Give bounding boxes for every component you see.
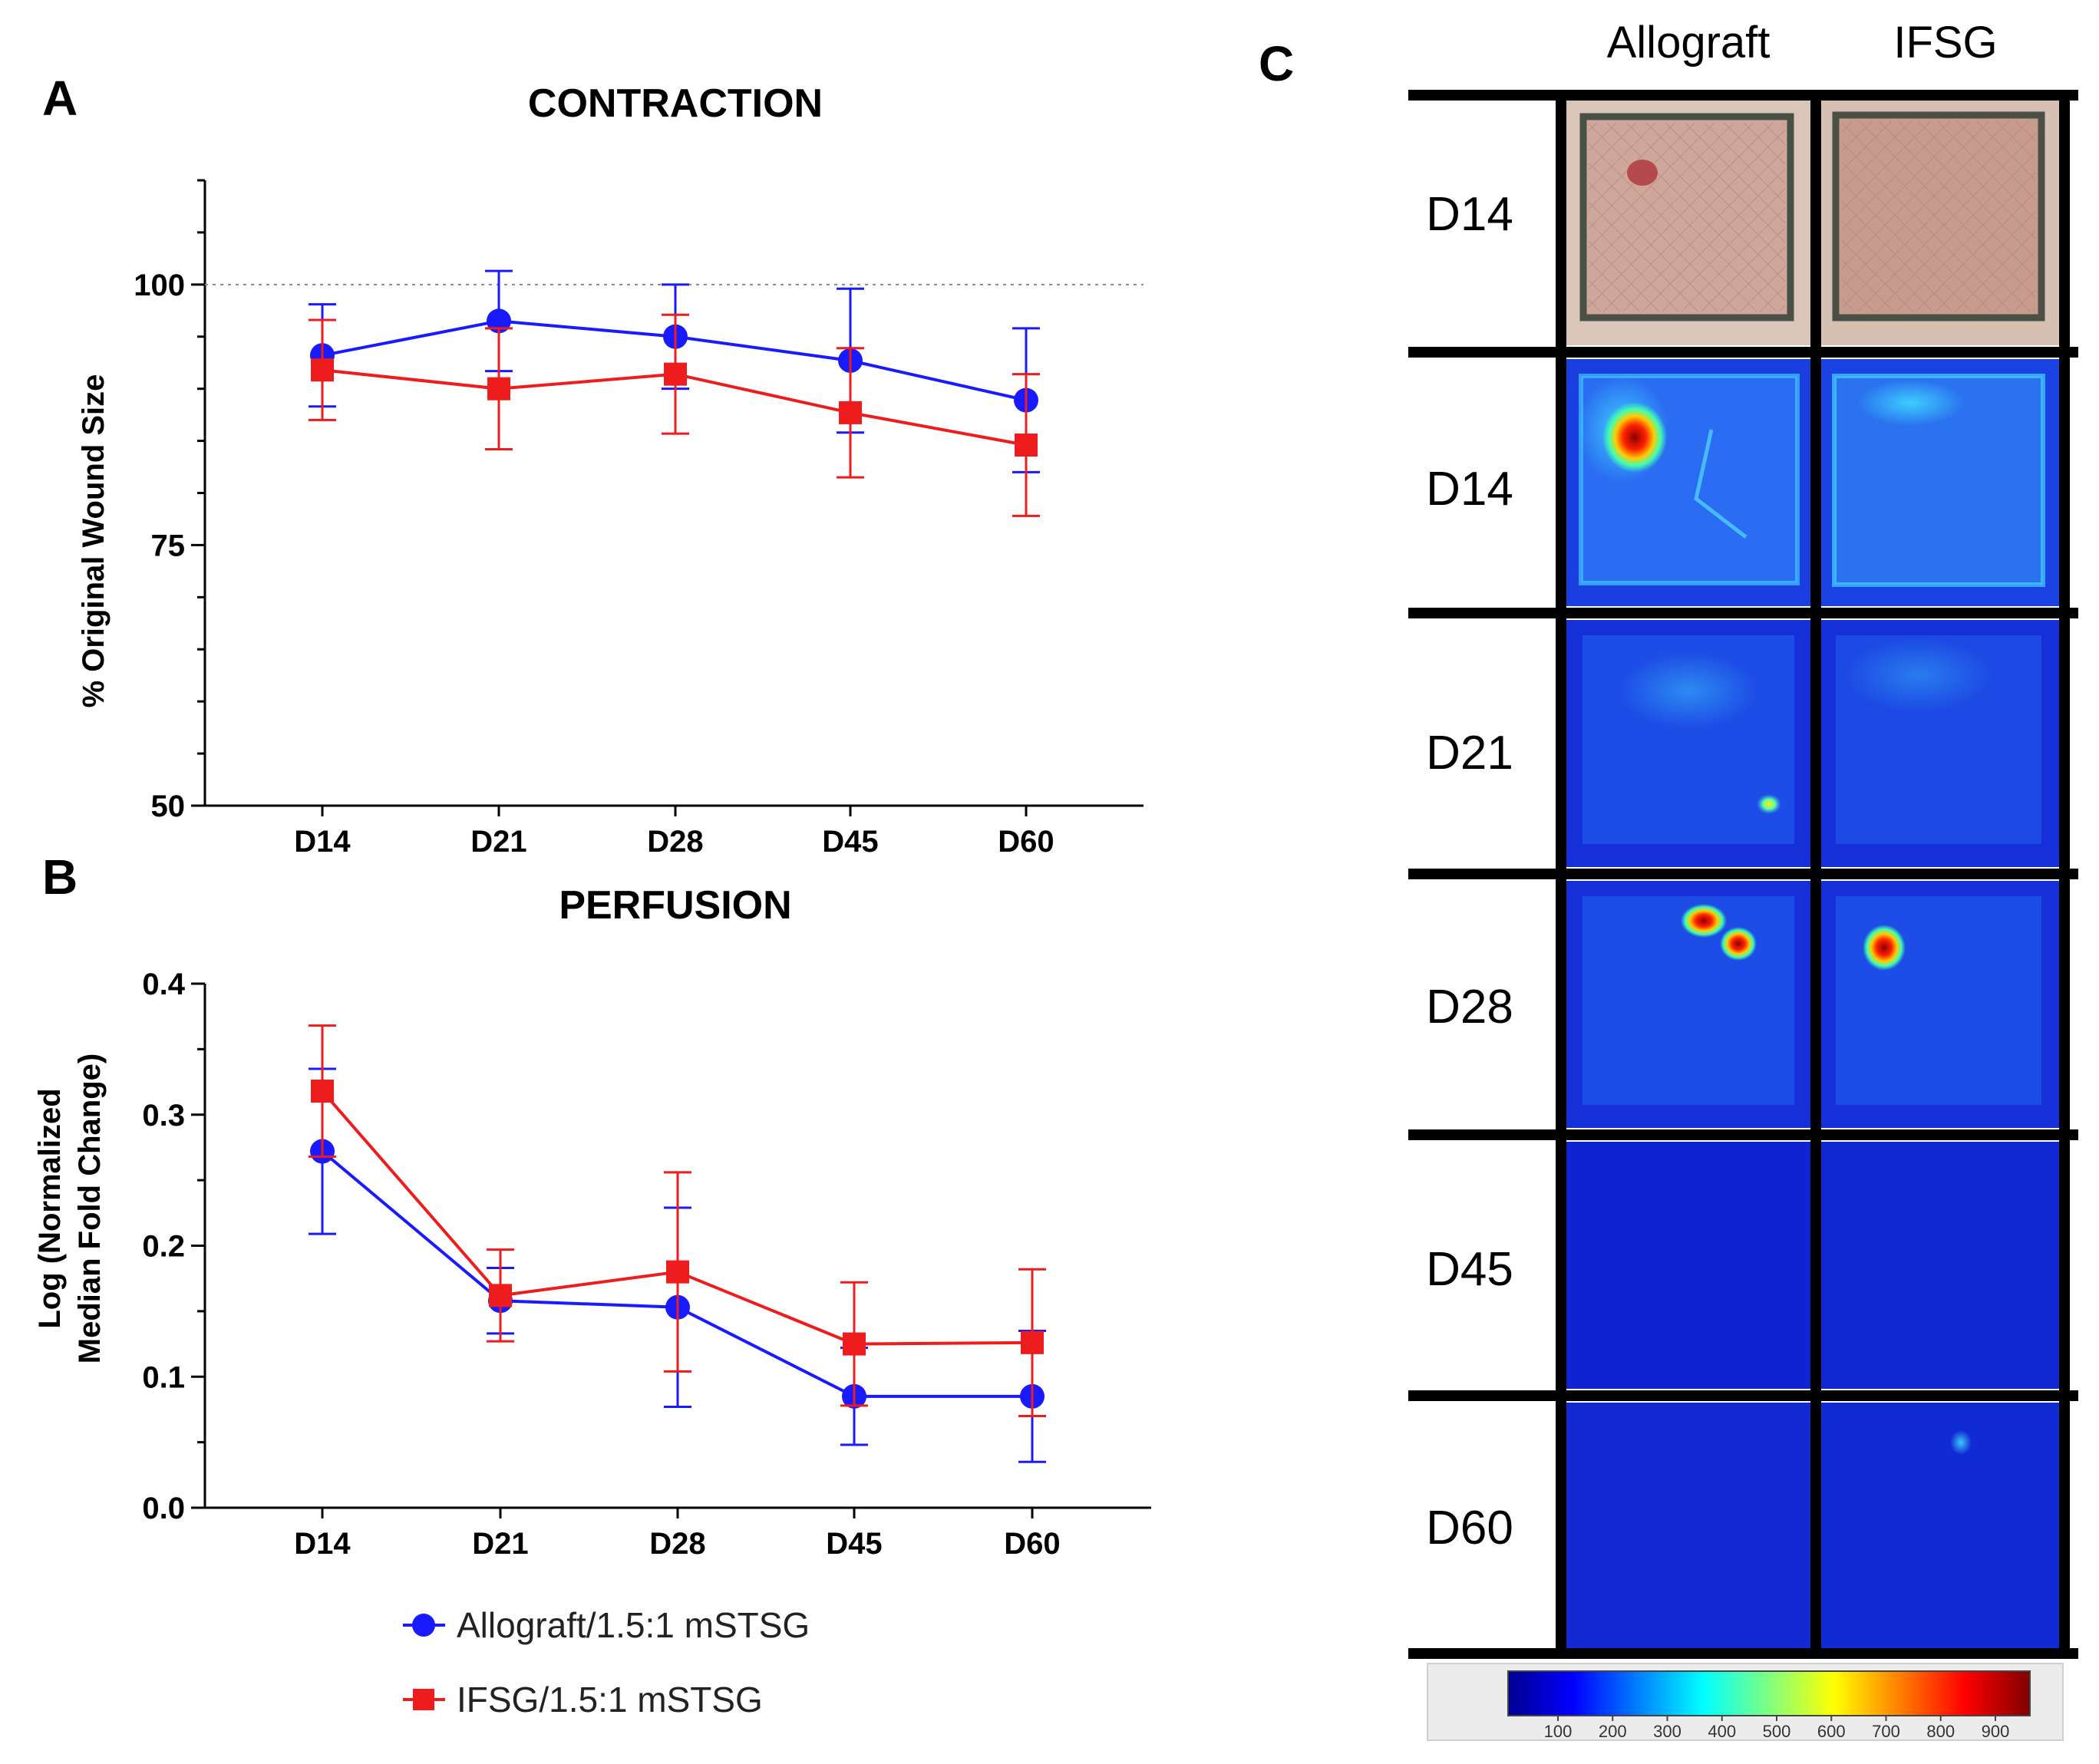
y-tick-label: 0.0 — [142, 1492, 185, 1525]
x-tick-label: D21 — [470, 825, 526, 859]
panel-label-c: C — [1259, 36, 1294, 91]
perfusion-chart: PERFUSION Log (Normalized Median Fold Ch… — [33, 883, 1151, 1561]
row-label-3: D21 — [1426, 727, 1513, 780]
column-header-ifsg: IFSG — [1893, 18, 1997, 68]
legend-allograft-marker — [412, 1614, 435, 1637]
perfusion-title: PERFUSION — [559, 883, 791, 928]
perfusion-y-label-line2: Median Fold Change) — [73, 1053, 107, 1363]
x-tick-label: D28 — [647, 825, 703, 859]
row-label-2: D14 — [1426, 463, 1513, 516]
legend: Allograft/1.5:1 mSTSG IFSG/1.5:1 mSTSG — [403, 1605, 810, 1719]
image-row-3-perfusion — [1566, 620, 2060, 867]
colorbar-tick-label: 300 — [1653, 1722, 1682, 1741]
colorbar-tick-label: 900 — [1982, 1722, 2010, 1741]
legend-allograft-label: Allograft/1.5:1 mSTSG — [457, 1605, 810, 1645]
data-point-ifsg — [666, 1260, 689, 1284]
colorbar-tick-label: 100 — [1544, 1722, 1573, 1741]
row-label-5: D45 — [1426, 1243, 1513, 1296]
legend-ifsg-label: IFSG/1.5:1 mSTSG — [457, 1680, 763, 1719]
data-point-ifsg — [1015, 434, 1038, 457]
colorbar-tick-label: 800 — [1926, 1722, 1955, 1741]
colorbar-tick-label: 500 — [1763, 1722, 1791, 1741]
image-grid-lines — [1408, 90, 2078, 1659]
colorbar: 100 200 300 400 500 600 700 800 900 — [1427, 1663, 2064, 1741]
y-tick-label: 75 — [151, 529, 186, 562]
colorbar-tick-label: 400 — [1708, 1722, 1736, 1741]
image-ifsg-d60-perfusion — [1820, 1403, 2060, 1650]
data-point-ifsg — [1021, 1330, 1044, 1354]
colorbar-tick-label: 200 — [1599, 1722, 1627, 1741]
data-point-ifsg — [843, 1332, 866, 1356]
y-tick-label: 0.2 — [142, 1230, 185, 1264]
x-tick-label: D28 — [649, 1527, 705, 1561]
x-tick-label: D14 — [294, 825, 351, 859]
colorbar-gradient — [1507, 1670, 2031, 1716]
colorbar-tick-label: 600 — [1817, 1722, 1846, 1741]
row-label-6: D60 — [1426, 1502, 1513, 1555]
x-tick-label: D45 — [822, 825, 878, 859]
contraction-chart: CONTRACTION % Original Wound Size 50 75 10… — [77, 81, 1144, 859]
image-ifsg-d45-perfusion — [1820, 1142, 2060, 1389]
data-point-ifsg — [839, 401, 862, 424]
data-point-ifsg — [664, 362, 687, 386]
y-tick-label: 0.1 — [142, 1360, 185, 1394]
x-tick-label: D14 — [294, 1527, 351, 1561]
data-point-ifsg — [487, 377, 510, 401]
data-point-ifsg — [311, 1080, 334, 1103]
contraction-y-label: % Original Wound Size — [77, 374, 111, 708]
y-tick-label: 50 — [151, 790, 186, 823]
row-label-4: D28 — [1426, 981, 1513, 1034]
image-row-2-perfusion — [1566, 359, 2060, 606]
x-tick-label: D21 — [472, 1527, 528, 1561]
data-point-allograft — [487, 308, 511, 334]
data-point-ifsg — [311, 358, 334, 382]
perfusion-y-label-line1: Log (Normalized — [33, 1088, 67, 1328]
image-allograft-d60-perfusion — [1566, 1403, 1811, 1650]
image-row-5-perfusion — [1566, 1142, 2060, 1389]
colorbar-tick-label: 700 — [1872, 1722, 1900, 1741]
image-row-1-photo — [1566, 98, 2060, 345]
panel-label-a: A — [42, 71, 78, 126]
x-tick-label: D60 — [998, 825, 1054, 859]
y-tick-label: 0.3 — [142, 1099, 185, 1133]
column-header-allograft: Allograft — [1607, 18, 1771, 68]
x-tick-label: D45 — [826, 1527, 882, 1561]
image-row-6-perfusion — [1566, 1403, 2060, 1650]
contraction-title: CONTRACTION — [528, 81, 823, 126]
legend-ifsg-marker — [413, 1689, 434, 1710]
x-tick-label: D60 — [1004, 1527, 1060, 1561]
y-tick-label: 100 — [134, 269, 185, 302]
data-point-ifsg — [489, 1284, 512, 1307]
image-row-4-perfusion — [1566, 881, 2060, 1128]
perfusion-image-grid: Allograft IFSG — [1408, 18, 2078, 1741]
row-label-1: D14 — [1426, 188, 1513, 241]
image-allograft-d45-perfusion — [1566, 1142, 1811, 1389]
y-tick-label: 0.4 — [142, 968, 185, 1001]
panel-label-b: B — [42, 849, 78, 905]
